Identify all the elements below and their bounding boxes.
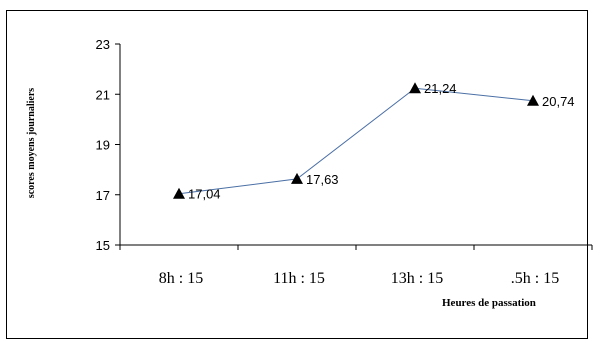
x-axis-label: Heures de passation	[442, 297, 536, 309]
data-label: 21,24	[424, 81, 457, 96]
data-point-marker	[173, 187, 185, 199]
x-tick-label: 13h : 15	[391, 270, 443, 287]
x-tick-label: 11h : 15	[273, 270, 325, 287]
data-point-marker	[527, 94, 539, 106]
y-tick-label: 17	[96, 188, 110, 203]
plot-area: 15 17 19 21 23 8h : 15 11h : 15 13h : 15 .5h : 1…	[96, 37, 593, 287]
x-tick-label: .5h : 15	[511, 270, 559, 287]
data-label: 17,63	[306, 172, 339, 187]
data-point-marker	[291, 172, 303, 184]
y-tick-label: 21	[96, 87, 110, 102]
y-tick-label: 19	[96, 138, 110, 153]
y-axis-label: scores moyens journaliers	[26, 88, 37, 198]
series-line	[178, 87, 534, 195]
data-label: 17,04	[188, 187, 221, 202]
data-point-marker	[409, 82, 421, 94]
x-tick-label: 8h : 15	[159, 270, 203, 287]
data-label: 20,74	[542, 94, 575, 109]
y-tick-label: 23	[96, 37, 110, 52]
y-tick-label: 15	[96, 238, 110, 253]
